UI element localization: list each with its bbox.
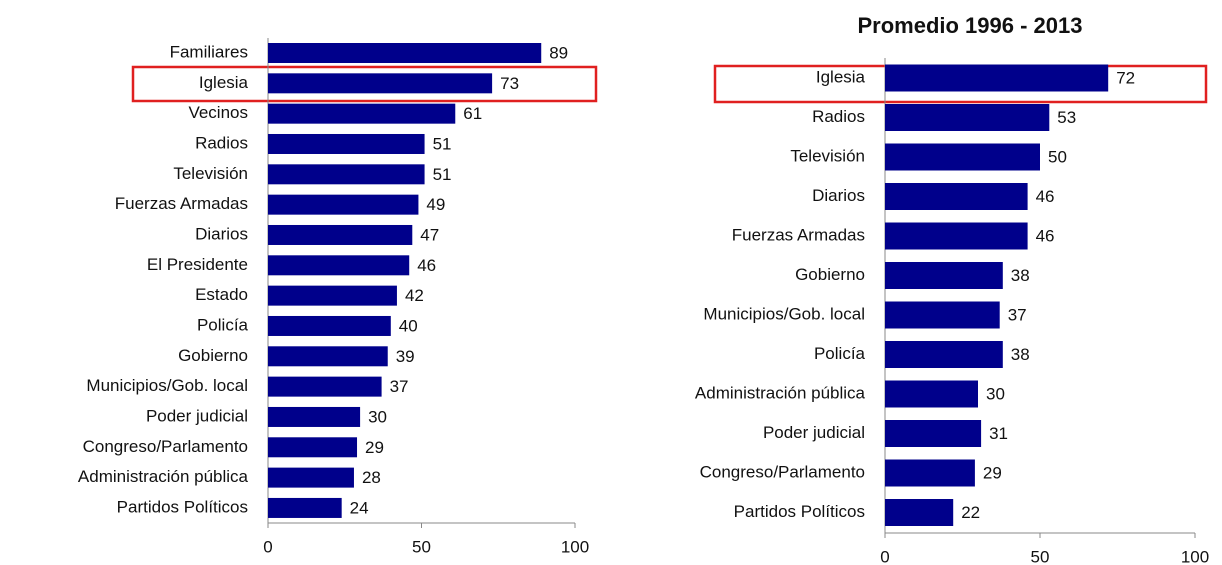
value-label: 51 (433, 134, 452, 153)
bar (268, 194, 419, 215)
category-label: Familiares (170, 42, 248, 61)
category-label: Municipios/Gob. local (703, 304, 865, 323)
value-label: 46 (1036, 187, 1055, 206)
value-label: 40 (399, 316, 418, 335)
value-label: 42 (405, 286, 424, 305)
value-label: 30 (986, 384, 1005, 403)
bar (268, 406, 361, 427)
category-label: Partidos Políticos (734, 502, 865, 521)
category-label: Estado (195, 285, 248, 304)
value-label: 51 (433, 165, 452, 184)
bar (268, 224, 413, 245)
category-label: Municipios/Gob. local (86, 376, 248, 395)
bar (268, 315, 391, 336)
category-label: Televisión (173, 164, 248, 183)
x-tick-label: 0 (880, 547, 889, 565)
bar (885, 104, 1050, 131)
bar (268, 437, 358, 458)
bar (885, 262, 1003, 289)
value-label: 31 (989, 424, 1008, 443)
category-label: Administración pública (695, 383, 866, 402)
value-label: 22 (961, 503, 980, 522)
bar (268, 376, 382, 397)
value-label: 29 (365, 438, 384, 457)
value-label: 53 (1057, 108, 1076, 127)
category-label: Radios (195, 133, 248, 152)
value-label: 30 (368, 407, 387, 426)
bar (268, 164, 425, 185)
bar (268, 255, 410, 276)
category-label: Iglesia (816, 67, 866, 86)
category-label: Poder judicial (763, 423, 865, 442)
x-tick-label: 0 (263, 537, 272, 556)
value-label: 46 (417, 256, 436, 275)
bar (885, 64, 1109, 92)
category-label: Diarios (812, 186, 865, 205)
bar (268, 497, 342, 518)
category-label: Fuerzas Armadas (115, 194, 248, 213)
highlight-box (131, 65, 598, 103)
bar (268, 467, 354, 488)
bar (268, 133, 425, 154)
value-label: 37 (390, 377, 409, 396)
category-label: Radios (812, 107, 865, 126)
value-label: 72 (1116, 68, 1135, 87)
category-label: Poder judicial (146, 406, 248, 425)
x-tick-label: 50 (412, 537, 431, 556)
bar (268, 103, 456, 124)
x-tick-label: 100 (1181, 547, 1209, 565)
category-label: Congreso/Parlamento (83, 437, 248, 456)
category-label: Gobierno (178, 346, 248, 365)
category-label: Policía (814, 344, 866, 363)
bar (885, 143, 1040, 171)
category-label: Partidos Políticos (117, 497, 248, 516)
value-label: 38 (1011, 345, 1030, 364)
value-label: 29 (983, 463, 1002, 482)
value-label: 73 (500, 74, 519, 93)
value-label: 38 (1011, 266, 1030, 285)
value-label: 89 (549, 43, 568, 62)
value-label: 24 (350, 498, 369, 517)
value-label: 49 (426, 195, 445, 214)
bar (885, 222, 1028, 250)
value-label: 50 (1048, 147, 1067, 166)
category-label: Vecinos (188, 103, 248, 122)
value-label: 37 (1008, 305, 1027, 324)
category-label: Fuerzas Armadas (732, 225, 865, 244)
category-label: Administración pública (78, 467, 249, 486)
bar (885, 380, 978, 408)
bar (885, 499, 954, 526)
bar (885, 183, 1028, 210)
category-label: Policía (197, 315, 249, 334)
bar (885, 420, 982, 447)
bar (268, 43, 542, 63)
category-label: Congreso/Parlamento (700, 462, 865, 481)
value-label: 46 (1036, 226, 1055, 245)
bar (885, 341, 1003, 368)
category-label: Televisión (790, 146, 865, 165)
value-label: 28 (362, 468, 381, 487)
bar (268, 346, 388, 367)
category-label: El Presidente (147, 255, 248, 274)
value-label: 39 (396, 347, 415, 366)
x-tick-label: 100 (561, 537, 589, 556)
category-label: Iglesia (199, 73, 249, 92)
category-label: Diarios (195, 224, 248, 243)
bar (268, 73, 493, 94)
category-label: Gobierno (795, 265, 865, 284)
x-tick-label: 50 (1031, 547, 1050, 565)
bar (885, 301, 1000, 329)
value-label: 61 (463, 104, 482, 123)
bar (885, 459, 975, 487)
bar (268, 285, 397, 306)
value-label: 47 (420, 225, 439, 244)
chart-title: Promedio 1996 - 2013 (857, 13, 1082, 38)
